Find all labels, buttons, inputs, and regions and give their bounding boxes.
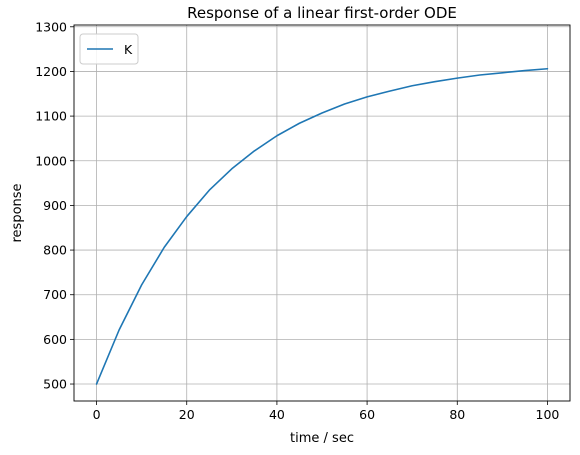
x-tick-label: 40 [269, 407, 285, 422]
y-tick-label: 600 [43, 332, 67, 347]
x-tick-label: 20 [179, 407, 195, 422]
y-tick-label: 1100 [35, 109, 67, 124]
x-tick-label: 80 [449, 407, 465, 422]
grid-lines [74, 25, 570, 401]
y-tick-label: 700 [43, 287, 67, 302]
y-tick-label: 800 [43, 243, 67, 258]
y-axis-ticks: 500 600 700 800 900 1000 1100 1200 1300 [35, 19, 74, 392]
legend: K [79, 33, 139, 65]
series-line-k [95, 67, 549, 385]
y-tick-label: 1000 [35, 153, 67, 168]
x-tick-label: 100 [536, 407, 560, 422]
series-layer [95, 67, 549, 385]
x-tick-label: 0 [93, 407, 101, 422]
plot-frame [73, 24, 571, 402]
y-tick-label: 900 [43, 198, 67, 213]
x-axis-label: time / sec [290, 431, 354, 446]
y-tick-label: 500 [43, 377, 67, 392]
x-tick-label: 60 [359, 407, 375, 422]
y-tick-label: 1300 [35, 19, 67, 34]
y-axis-label: response [10, 183, 25, 242]
y-tick-label: 1200 [35, 64, 67, 79]
legend-label: K [124, 42, 133, 57]
chart-title: Response of a linear first-order ODE [187, 4, 457, 22]
x-axis-ticks: 0 20 40 60 80 100 [93, 401, 560, 422]
